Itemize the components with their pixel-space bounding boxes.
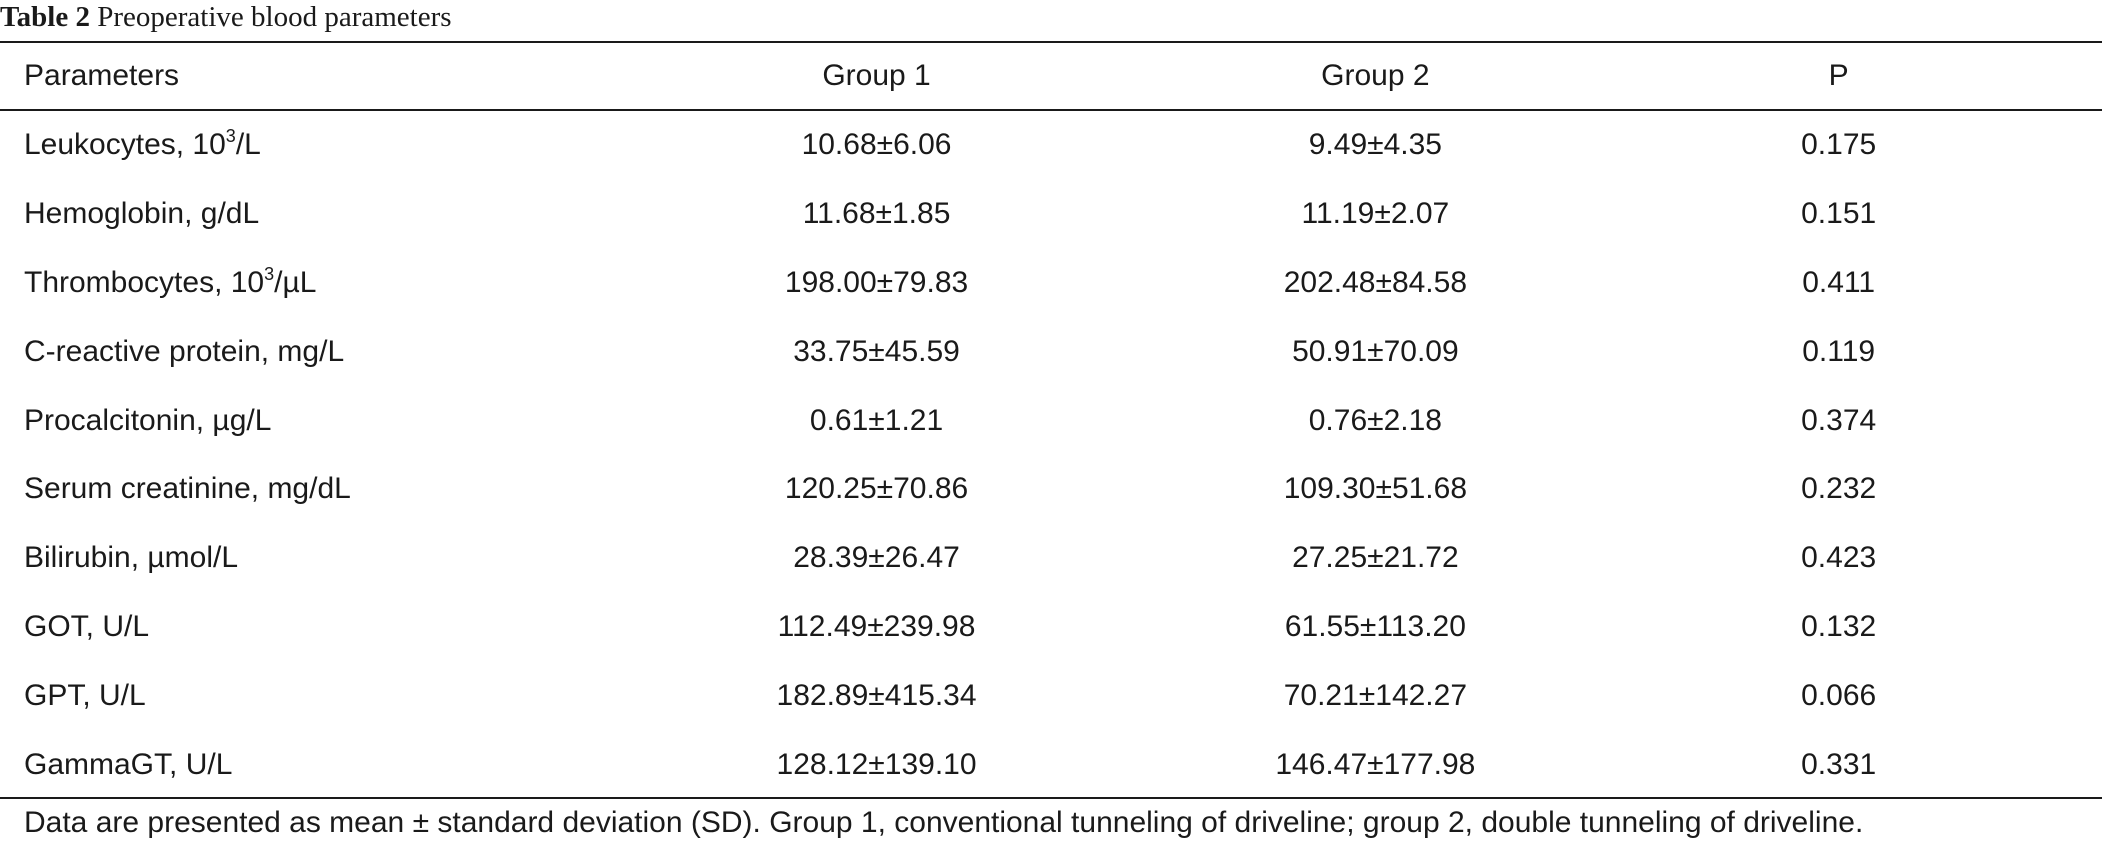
table-row: Thrombocytes, 103/µL 198.00±79.83 202.48… bbox=[0, 249, 2102, 318]
table-row: Serum creatinine, mg/dL 120.25±70.86 109… bbox=[0, 455, 2102, 524]
p-value: 0.175 bbox=[1801, 128, 1877, 162]
group-2-value: 146.47±177.98 bbox=[1275, 747, 1476, 781]
group-2-value: 9.49±4.35 bbox=[1308, 128, 1442, 162]
group-1-value: 128.12±139.10 bbox=[776, 747, 977, 781]
parameter-text: Thrombocytes, 10 bbox=[24, 265, 265, 299]
parameter-text: Leukocytes, 10 bbox=[24, 128, 226, 162]
blood-parameters-table: Parameters Group 1 Group 2 P Leukocytes,… bbox=[0, 43, 2102, 799]
header-group-1: Group 1 bbox=[822, 59, 931, 92]
table-bottom-rule bbox=[0, 797, 2102, 799]
p-value: 0.411 bbox=[1802, 265, 1876, 299]
table-row: Procalcitonin, µg/L 0.61±1.21 0.76±2.18 … bbox=[0, 386, 2102, 455]
parameter-cell: Thrombocytes, 103/µL bbox=[0, 263, 578, 300]
table-row: C-reactive protein, mg/L 33.75±45.59 50.… bbox=[0, 317, 2102, 386]
group-2-value: 11.19±2.07 bbox=[1301, 197, 1450, 231]
group-2-value: 50.91±70.09 bbox=[1292, 334, 1459, 368]
table-row: GOT, U/L 112.49±239.98 61.55±113.20 0.13… bbox=[0, 593, 2102, 662]
group-1-value: 112.49±239.98 bbox=[777, 609, 976, 643]
group-1-value: 182.89±415.34 bbox=[776, 678, 977, 712]
group-1-value: 28.39±26.47 bbox=[793, 541, 960, 575]
group-2-value: 109.30±51.68 bbox=[1283, 472, 1468, 506]
p-value: 0.232 bbox=[1801, 472, 1877, 506]
table-top-rule bbox=[0, 41, 2102, 43]
parameter-superscript: 3 bbox=[264, 263, 275, 284]
parameter-cell: Leukocytes, 103/L bbox=[0, 126, 578, 162]
group-1-value: 120.25±70.86 bbox=[784, 472, 969, 506]
parameter-cell: GPT, U/L bbox=[24, 678, 146, 712]
header-group-2: Group 2 bbox=[1321, 59, 1430, 92]
table-row: GammaGT, U/L 128.12±139.10 146.47±177.98… bbox=[0, 730, 2102, 799]
group-2-value: 202.48±84.58 bbox=[1283, 265, 1468, 299]
p-value: 0.374 bbox=[1801, 403, 1877, 437]
parameter-superscript: 3 bbox=[225, 126, 236, 147]
table-caption: Table 2 Preoperative blood parameters bbox=[0, 0, 452, 38]
group-2-value: 61.55±113.20 bbox=[1284, 609, 1466, 643]
group-1-value: 0.61±1.21 bbox=[809, 403, 944, 437]
table-caption-title: Preoperative blood parameters bbox=[97, 1, 452, 33]
table-row: Hemoglobin, g/dL 11.68±1.85 11.19±2.07 0… bbox=[0, 180, 2102, 249]
parameter-cell: Bilirubin, µmol/L bbox=[24, 541, 239, 575]
parameter-cell: C-reactive protein, mg/L bbox=[24, 334, 345, 368]
table-footnote: Data are presented as mean ± standard de… bbox=[24, 806, 1864, 839]
p-value: 0.151 bbox=[1801, 197, 1877, 231]
header-parameters: Parameters bbox=[24, 59, 180, 92]
parameter-cell: Serum creatinine, mg/dL bbox=[24, 472, 351, 506]
p-value: 0.119 bbox=[1802, 334, 1876, 368]
group-1-value: 33.75±45.59 bbox=[793, 334, 960, 368]
parameter-cell: Procalcitonin, µg/L bbox=[24, 403, 272, 437]
parameter-cell: Hemoglobin, g/dL bbox=[24, 197, 260, 231]
table-row: Bilirubin, µmol/L 28.39±26.47 27.25±21.7… bbox=[0, 524, 2102, 593]
p-value: 0.423 bbox=[1801, 541, 1877, 575]
p-value: 0.132 bbox=[1801, 609, 1877, 643]
table-caption-label: Table 2 bbox=[0, 1, 90, 33]
parameter-cell: GOT, U/L bbox=[24, 609, 150, 643]
parameter-unit: /L bbox=[235, 128, 261, 162]
group-1-value: 198.00±79.83 bbox=[784, 265, 969, 299]
header-p: P bbox=[1828, 59, 1849, 92]
table-header-rule bbox=[0, 109, 2102, 111]
group-2-value: 70.21±142.27 bbox=[1283, 678, 1468, 712]
group-1-value: 10.68±6.06 bbox=[801, 128, 952, 162]
group-2-value: 27.25±21.72 bbox=[1292, 541, 1459, 575]
table-row: Leukocytes, 103/L 10.68±6.06 9.49±4.35 0… bbox=[0, 111, 2102, 180]
p-value: 0.331 bbox=[1801, 747, 1877, 781]
table-header-row: Parameters Group 1 Group 2 P bbox=[0, 43, 2102, 109]
parameter-cell: GammaGT, U/L bbox=[24, 747, 233, 781]
table-row: GPT, U/L 182.89±415.34 70.21±142.27 0.06… bbox=[0, 661, 2102, 730]
group-1-value: 11.68±1.85 bbox=[802, 197, 951, 231]
p-value: 0.066 bbox=[1801, 678, 1877, 712]
parameter-unit: /µL bbox=[274, 265, 317, 299]
group-2-value: 0.76±2.18 bbox=[1308, 403, 1442, 437]
